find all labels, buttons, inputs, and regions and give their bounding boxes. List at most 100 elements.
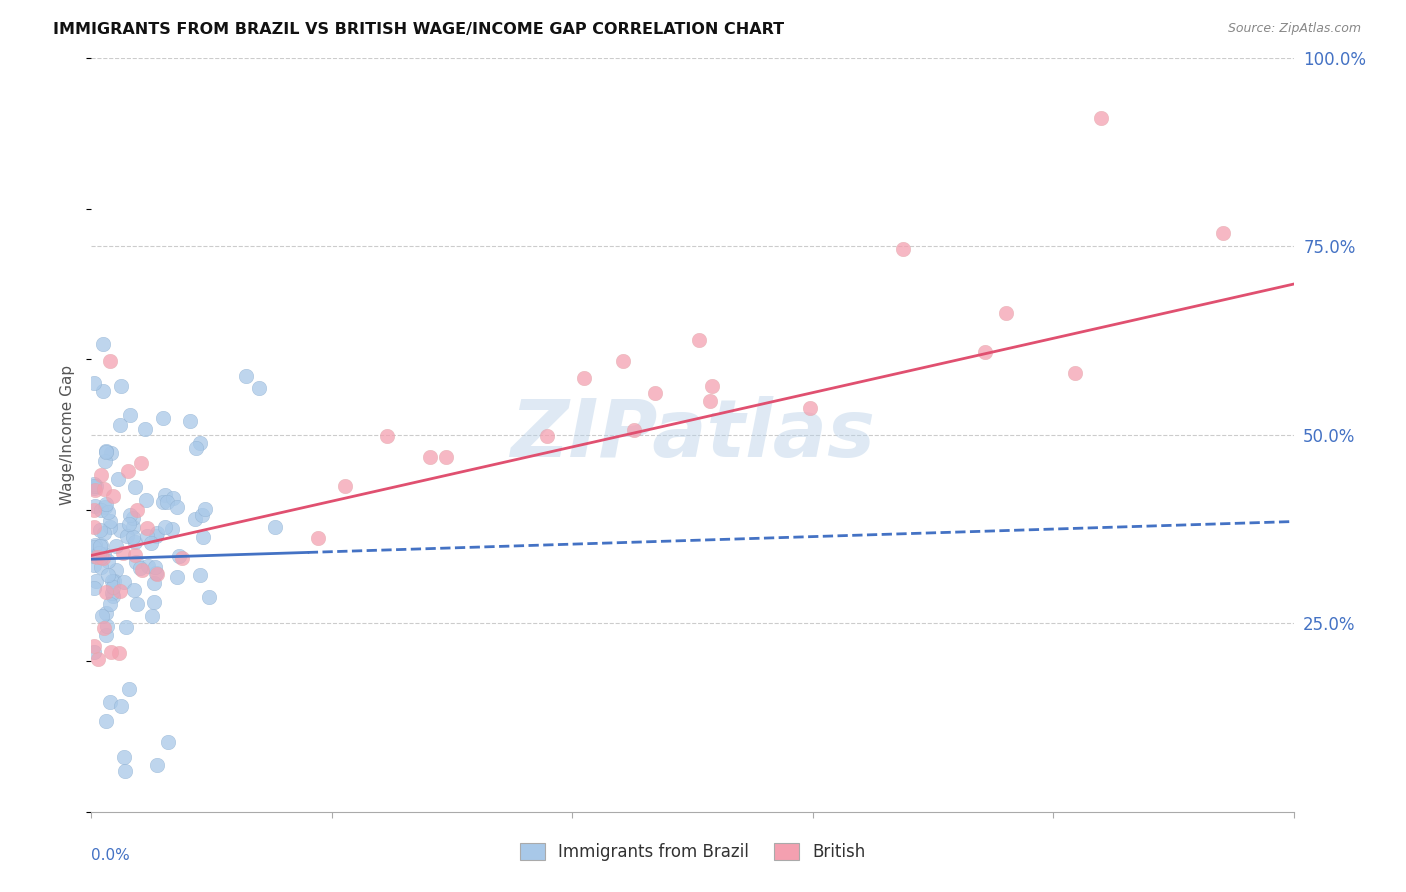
Point <box>1212 226 1234 240</box>
Point <box>100 644 122 658</box>
Point <box>194 501 217 516</box>
Point <box>91 550 114 565</box>
Text: Source: ZipAtlas.com: Source: ZipAtlas.com <box>1227 22 1361 36</box>
Point <box>98 695 121 709</box>
Point <box>172 550 194 565</box>
Point <box>157 735 180 749</box>
Point <box>156 495 179 509</box>
Point <box>83 376 105 390</box>
Point <box>125 503 148 517</box>
Point <box>162 491 184 506</box>
Point <box>124 534 146 549</box>
Point <box>375 429 398 443</box>
Point <box>125 597 148 611</box>
Point <box>166 500 188 514</box>
Point <box>115 529 138 543</box>
Point <box>108 647 131 661</box>
Point <box>93 384 115 398</box>
Point <box>145 566 167 581</box>
Point <box>103 590 125 604</box>
Point <box>235 369 257 384</box>
Point <box>91 337 114 351</box>
Point <box>184 441 207 455</box>
Point <box>699 394 721 409</box>
Point <box>139 536 162 550</box>
Point <box>103 574 125 589</box>
Point <box>153 519 176 533</box>
Point <box>108 583 131 598</box>
Point <box>112 575 135 590</box>
Legend: Immigrants from Brazil, British: Immigrants from Brazil, British <box>513 836 872 867</box>
Point <box>83 499 105 513</box>
Point <box>264 520 287 534</box>
Point <box>94 444 117 458</box>
Point <box>198 591 221 605</box>
Point <box>96 618 118 632</box>
Point <box>183 512 205 526</box>
Point <box>190 508 212 522</box>
Point <box>307 531 329 545</box>
Point <box>89 539 111 553</box>
Point <box>83 639 105 653</box>
Point <box>98 514 121 528</box>
Point <box>145 757 167 772</box>
Point <box>419 450 441 465</box>
Point <box>93 547 115 561</box>
Point <box>104 563 127 577</box>
Point <box>84 574 107 589</box>
Point <box>136 559 159 574</box>
Point <box>799 401 821 416</box>
Text: IMMIGRANTS FROM BRAZIL VS BRITISH WAGE/INCOME GAP CORRELATION CHART: IMMIGRANTS FROM BRAZIL VS BRITISH WAGE/I… <box>53 22 785 37</box>
Point <box>612 354 634 368</box>
Point <box>179 414 201 428</box>
Point <box>145 529 167 543</box>
Point <box>89 546 111 560</box>
Point <box>112 546 135 560</box>
Point <box>94 628 117 642</box>
Point <box>644 386 666 401</box>
Point <box>83 549 105 564</box>
Point <box>86 549 108 564</box>
Point <box>188 436 211 450</box>
Point <box>98 354 121 368</box>
Point <box>94 585 117 599</box>
Point <box>167 549 190 563</box>
Point <box>623 423 645 437</box>
Point <box>112 750 135 764</box>
Point <box>134 422 156 436</box>
Point <box>191 530 214 544</box>
Point <box>104 539 127 553</box>
Point <box>188 568 211 582</box>
Point <box>83 481 105 495</box>
Point <box>103 580 125 594</box>
Point <box>1064 366 1087 380</box>
Point <box>90 503 112 517</box>
Point <box>155 488 177 502</box>
Point <box>121 510 143 524</box>
Text: 0.0%: 0.0% <box>91 848 131 863</box>
Point <box>83 540 105 554</box>
Point <box>97 567 120 582</box>
Point <box>536 429 558 443</box>
Y-axis label: Wage/Income Gap: Wage/Income Gap <box>60 365 76 505</box>
Point <box>136 521 159 535</box>
Point <box>129 456 152 470</box>
Point <box>97 505 120 519</box>
Point <box>141 608 163 623</box>
Point <box>143 595 166 609</box>
Point <box>166 569 188 583</box>
Point <box>120 508 142 522</box>
Point <box>120 408 142 422</box>
Point <box>122 520 145 534</box>
Point <box>101 586 124 600</box>
Point <box>108 523 131 537</box>
Point <box>128 560 150 574</box>
Point <box>90 560 112 574</box>
Point <box>572 371 595 385</box>
Point <box>135 492 157 507</box>
Point <box>124 480 146 494</box>
Point <box>107 472 129 486</box>
Point <box>94 444 117 458</box>
Point <box>93 483 115 497</box>
Point <box>117 516 139 531</box>
